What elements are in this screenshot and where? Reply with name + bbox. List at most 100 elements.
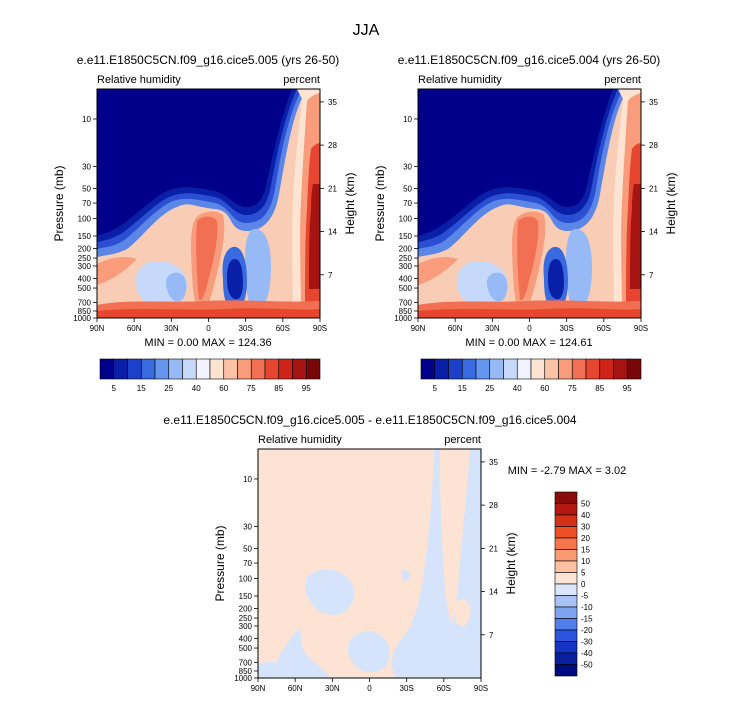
colorbar-label: 75 bbox=[568, 384, 577, 393]
latitude-tick-label: 0 bbox=[206, 324, 211, 333]
colorbar-label: 30 bbox=[581, 523, 590, 532]
colorbar-swatch bbox=[237, 358, 252, 380]
latitude-tick-label: 60S bbox=[437, 684, 451, 693]
height-axis-title: Height (km) bbox=[504, 532, 518, 594]
colorbar-swatch bbox=[626, 358, 642, 380]
panel-1-title: e.e11.E1850C5CN.f09_g16.cice5.005 (yrs 2… bbox=[77, 53, 340, 67]
colorbar-label: 95 bbox=[302, 384, 311, 393]
height-axis-title: Height (km) bbox=[664, 172, 678, 234]
pressure-tick-label: 10 bbox=[403, 115, 412, 124]
colorbar-swatch bbox=[554, 664, 578, 677]
colorbar-label: 40 bbox=[513, 384, 522, 393]
latitude-tick-label: 30S bbox=[239, 324, 253, 333]
colorbar-swatch bbox=[554, 514, 578, 527]
panel-2-title: e.e11.E1850C5CN.f09_g16.cice5.004 (yrs 2… bbox=[398, 53, 661, 67]
colorbar-swatch bbox=[613, 358, 628, 380]
colorbar-swatch bbox=[554, 606, 578, 619]
colorbar-swatch bbox=[264, 358, 280, 380]
panel-1-contour-field bbox=[97, 89, 320, 318]
colorbar-label: 40 bbox=[192, 384, 201, 393]
panel-3-title: e.e11.E1850C5CN.f09_g16.cice5.005 - e.e1… bbox=[163, 413, 577, 427]
height-tick-label: 21 bbox=[328, 184, 337, 193]
pressure-tick-label: 850 bbox=[399, 307, 413, 316]
colorbar-swatch bbox=[182, 358, 197, 380]
latitude-tick-label: 60N bbox=[127, 324, 142, 333]
latitude-tick-label: 30N bbox=[485, 324, 500, 333]
colorbar-swatch bbox=[154, 358, 170, 380]
colorbar-label: 5 bbox=[581, 569, 586, 578]
colorbar-swatch bbox=[278, 358, 293, 380]
panel-2: e.e11.E1850C5CN.f09_g16.cice5.004 (yrs 2… bbox=[373, 53, 678, 393]
pressure-tick-label: 400 bbox=[78, 274, 92, 283]
colorbar-label: 5 bbox=[112, 384, 117, 393]
latitude-tick-label: 30S bbox=[560, 324, 574, 333]
pressure-tick-label: 100 bbox=[399, 214, 413, 223]
colorbar-label: 50 bbox=[581, 500, 590, 509]
height-tick-label: 21 bbox=[649, 184, 658, 193]
colorbar-swatch bbox=[434, 358, 449, 380]
colorbar-swatch bbox=[292, 358, 307, 380]
colorbar-swatch bbox=[554, 618, 578, 631]
colorbar-label: 5 bbox=[433, 384, 438, 393]
pressure-tick-label: 50 bbox=[403, 185, 412, 194]
colorbar-label: 10 bbox=[581, 557, 590, 566]
colorbar-swatch bbox=[554, 503, 578, 516]
colorbar-label: 15 bbox=[137, 384, 146, 393]
pressure-tick-label: 100 bbox=[78, 214, 92, 223]
colorbar-label: 25 bbox=[164, 384, 173, 393]
latitude-tick-label: 90N bbox=[90, 324, 105, 333]
latitude-tick-label: 90S bbox=[313, 324, 327, 333]
colorbar-swatch bbox=[168, 358, 183, 380]
height-tick-label: 35 bbox=[649, 98, 658, 107]
height-tick-label: 7 bbox=[489, 631, 494, 640]
colorbar-label: 20 bbox=[581, 534, 590, 543]
colorbar-label: 60 bbox=[219, 384, 228, 393]
height-tick-label: 28 bbox=[649, 141, 658, 150]
colorbar-swatch bbox=[475, 358, 491, 380]
colorbar-label: -20 bbox=[581, 626, 593, 635]
height-tick-label: 35 bbox=[328, 98, 337, 107]
colorbar-swatch bbox=[140, 358, 156, 380]
latitude-tick-label: 30N bbox=[325, 684, 340, 693]
latitude-tick-label: 60N bbox=[288, 684, 303, 693]
colorbar-swatch bbox=[530, 358, 546, 380]
colorbar-label: -40 bbox=[581, 649, 593, 658]
colorbar-swatch bbox=[554, 560, 578, 573]
pressure-tick-label: 70 bbox=[82, 199, 91, 208]
pressure-tick-label: 200 bbox=[78, 244, 92, 253]
pressure-tick-label: 200 bbox=[239, 604, 253, 613]
colorbar-label: 95 bbox=[623, 384, 632, 393]
colorbar-label: -15 bbox=[581, 615, 593, 624]
colorbar-swatch bbox=[250, 358, 266, 380]
pressure-tick-label: 70 bbox=[243, 559, 252, 568]
panel-2-colorbar: 5 15 25 40 60 75 85 95 bbox=[420, 358, 642, 393]
colorbar-swatch bbox=[113, 358, 128, 380]
pressure-tick-label: 250 bbox=[239, 614, 253, 623]
colorbar-swatch bbox=[544, 358, 559, 380]
colorbar-swatch bbox=[489, 358, 504, 380]
colorbar-label: -10 bbox=[581, 603, 593, 612]
pressure-tick-label: 30 bbox=[243, 522, 252, 531]
colorbar-swatch bbox=[209, 358, 225, 380]
panel-3-stats: MIN = -2.79 MAX = 3.02 bbox=[508, 465, 627, 477]
colorbar-label: -50 bbox=[581, 661, 593, 670]
height-tick-label: 35 bbox=[489, 458, 498, 467]
colorbar-swatch bbox=[558, 358, 573, 380]
panel-1-colorbar: 5 15 25 40 60 75 85 95 bbox=[99, 358, 321, 393]
pressure-tick-label: 1000 bbox=[73, 314, 91, 323]
colorbar-label: 60 bbox=[540, 384, 549, 393]
colorbar-label: -5 bbox=[581, 592, 589, 601]
height-tick-label: 28 bbox=[328, 141, 337, 150]
pressure-tick-label: 700 bbox=[78, 299, 92, 308]
height-tick-label: 7 bbox=[649, 271, 654, 280]
colorbar-swatch bbox=[554, 549, 578, 562]
colorbar-swatch bbox=[554, 583, 578, 596]
pressure-tick-label: 10 bbox=[82, 115, 91, 124]
height-tick-label: 14 bbox=[649, 228, 658, 237]
pressure-tick-label: 300 bbox=[399, 262, 413, 271]
height-axis-title: Height (km) bbox=[343, 172, 357, 234]
panel-2-axes: 1030507010015020025030040050070085010003… bbox=[373, 98, 678, 333]
panel-1-variable-label: Relative humidity bbox=[97, 74, 181, 86]
panel-2-contour-field bbox=[418, 89, 641, 318]
